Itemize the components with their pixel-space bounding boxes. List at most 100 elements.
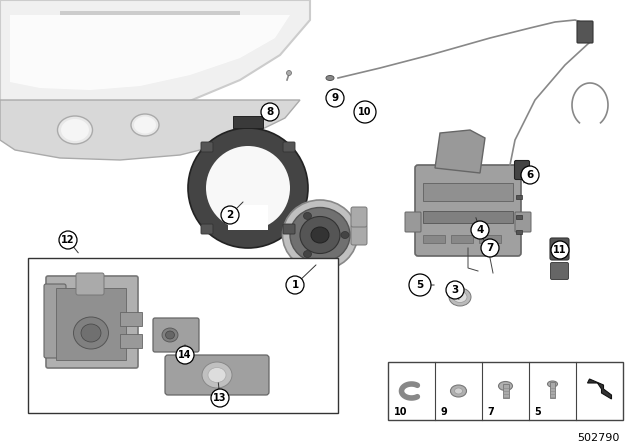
Circle shape	[354, 101, 376, 123]
FancyBboxPatch shape	[283, 224, 295, 234]
Circle shape	[551, 241, 569, 259]
Bar	[28, 258, 338, 413]
FancyBboxPatch shape	[550, 263, 568, 280]
Bar	[228, 205, 268, 230]
Bar	[233, 116, 263, 128]
Ellipse shape	[303, 250, 312, 258]
Ellipse shape	[131, 114, 159, 136]
Text: 6: 6	[526, 170, 534, 180]
Ellipse shape	[290, 207, 350, 263]
Bar	[423, 211, 513, 223]
Polygon shape	[0, 0, 310, 120]
Ellipse shape	[341, 232, 349, 238]
Polygon shape	[435, 130, 485, 173]
Ellipse shape	[81, 324, 101, 342]
Text: 2: 2	[227, 210, 234, 220]
Text: 5: 5	[534, 407, 541, 417]
Circle shape	[287, 70, 291, 76]
Ellipse shape	[74, 317, 109, 349]
Text: 13: 13	[213, 393, 227, 403]
Bar	[120, 312, 142, 326]
Ellipse shape	[202, 362, 232, 388]
FancyBboxPatch shape	[515, 212, 531, 232]
Bar	[60, 11, 240, 15]
Ellipse shape	[303, 212, 312, 220]
Text: 5: 5	[417, 280, 424, 290]
FancyBboxPatch shape	[201, 142, 213, 152]
Circle shape	[176, 346, 194, 364]
FancyBboxPatch shape	[415, 165, 521, 256]
FancyBboxPatch shape	[76, 273, 104, 295]
Ellipse shape	[311, 227, 329, 243]
Circle shape	[471, 221, 489, 239]
Ellipse shape	[282, 200, 358, 270]
Circle shape	[481, 239, 499, 257]
Circle shape	[286, 276, 304, 294]
Circle shape	[521, 166, 539, 184]
Bar	[56, 288, 126, 360]
Bar	[388, 362, 623, 420]
Ellipse shape	[162, 328, 178, 342]
FancyBboxPatch shape	[577, 21, 593, 43]
Circle shape	[59, 231, 77, 249]
Ellipse shape	[499, 382, 513, 391]
FancyBboxPatch shape	[405, 212, 421, 232]
Bar	[479, 235, 501, 243]
FancyBboxPatch shape	[44, 284, 66, 358]
FancyBboxPatch shape	[153, 318, 199, 352]
Polygon shape	[0, 100, 300, 160]
Text: 7: 7	[486, 243, 493, 253]
Circle shape	[409, 274, 431, 296]
Text: 12: 12	[61, 235, 75, 245]
Text: 9: 9	[440, 407, 447, 417]
FancyBboxPatch shape	[515, 160, 529, 180]
Bar	[550, 382, 555, 398]
Bar	[423, 235, 445, 243]
Bar	[516, 215, 522, 219]
Ellipse shape	[208, 367, 226, 383]
FancyBboxPatch shape	[46, 276, 138, 368]
Ellipse shape	[300, 216, 340, 254]
Polygon shape	[588, 379, 611, 399]
Circle shape	[261, 103, 279, 121]
Text: 1: 1	[291, 280, 299, 290]
Text: 8: 8	[266, 107, 274, 117]
Circle shape	[206, 146, 290, 230]
Circle shape	[211, 389, 229, 407]
FancyBboxPatch shape	[165, 355, 269, 395]
Text: 4: 4	[476, 225, 484, 235]
Text: 14: 14	[179, 350, 192, 360]
Ellipse shape	[58, 116, 93, 144]
Text: 10: 10	[358, 107, 372, 117]
Ellipse shape	[134, 116, 156, 134]
FancyBboxPatch shape	[201, 224, 213, 234]
Text: 11: 11	[553, 245, 567, 255]
Circle shape	[446, 281, 464, 299]
Ellipse shape	[166, 331, 175, 339]
Circle shape	[326, 89, 344, 107]
Bar	[120, 334, 142, 348]
FancyBboxPatch shape	[351, 225, 367, 245]
Polygon shape	[10, 15, 290, 90]
Bar	[451, 235, 473, 243]
Circle shape	[221, 206, 239, 224]
Circle shape	[188, 128, 308, 248]
Bar	[423, 183, 513, 201]
Ellipse shape	[454, 388, 463, 394]
Bar	[516, 195, 522, 199]
FancyBboxPatch shape	[283, 142, 295, 152]
Ellipse shape	[451, 385, 467, 397]
FancyBboxPatch shape	[550, 238, 569, 260]
FancyBboxPatch shape	[351, 207, 367, 227]
Ellipse shape	[547, 381, 557, 387]
Ellipse shape	[449, 288, 471, 306]
Polygon shape	[265, 336, 293, 368]
Ellipse shape	[453, 292, 467, 302]
Text: 3: 3	[451, 285, 459, 295]
Bar	[502, 384, 509, 398]
Ellipse shape	[61, 119, 89, 141]
Text: 10: 10	[394, 407, 407, 417]
Text: 7: 7	[488, 407, 494, 417]
Text: 502790: 502790	[578, 433, 620, 443]
Bar	[516, 230, 522, 234]
